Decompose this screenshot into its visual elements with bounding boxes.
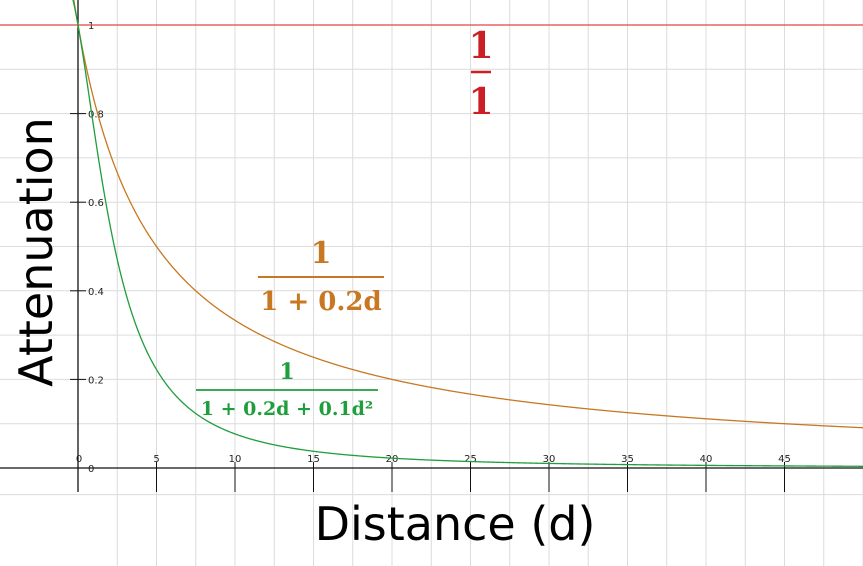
y-axis-title: Attenuation (9, 117, 63, 387)
x-tick-label: 25 (464, 454, 477, 465)
label-quadratic-denominator: 1 + 0.2d + 0.1d² (201, 398, 374, 420)
x-tick-label: 30 (543, 454, 556, 465)
series-lines (0, 0, 863, 467)
x-tick-label: 20 (386, 454, 399, 465)
label-constant-numerator: 1 (468, 25, 493, 67)
x-tick-label: 35 (621, 454, 634, 465)
y-tick-label: 1 (88, 21, 94, 32)
x-tick-label: 45 (778, 454, 791, 465)
x-tick-label: 0 (76, 454, 82, 465)
label-constant-denominator: 1 (468, 81, 493, 123)
y-tick-label: 0.8 (88, 110, 104, 121)
y-tick-labels: 0 0.2 0.4 0.6 0.8 1 (70, 21, 104, 475)
x-tick-label: 5 (153, 454, 159, 465)
series-line-quadratic (72, 0, 863, 467)
x-tick-label: 15 (307, 454, 320, 465)
x-axis-title: Distance (d) (315, 497, 596, 551)
x-tick-labels: 0 5 10 15 20 25 30 35 40 45 (76, 454, 791, 492)
x-tick-label: 10 (229, 454, 242, 465)
label-quadratic: 1 1 + 0.2d + 0.1d² (196, 359, 378, 420)
y-tick-label: 0.2 (88, 375, 104, 386)
label-linear-denominator: 1 + 0.2d (260, 287, 381, 317)
label-linear: 1 1 + 0.2d (258, 236, 384, 317)
label-quadratic-numerator: 1 (279, 359, 294, 385)
y-tick-label: 0 (88, 464, 94, 475)
label-linear-numerator: 1 (311, 236, 332, 271)
label-constant: 1 1 (468, 25, 493, 123)
x-tick-label: 40 (700, 454, 713, 465)
series-line-linear (73, 0, 863, 429)
axes (0, 0, 863, 492)
y-tick-label: 0.6 (88, 198, 104, 209)
y-tick-label: 0.4 (88, 287, 104, 298)
